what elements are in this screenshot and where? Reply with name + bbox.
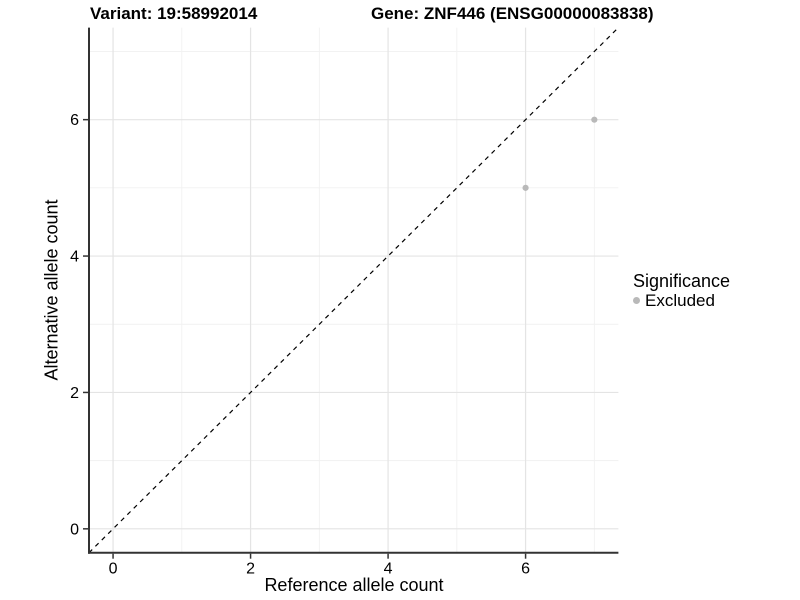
legend-label: Excluded [645,291,715,310]
legend-title: Significance [633,271,731,291]
gene-title: Gene: ZNF446 (ENSG00000083838) [371,4,654,23]
x-tick-label: 4 [384,561,393,578]
legend-point-icon [633,297,640,304]
x-tick-label: 2 [246,561,255,578]
x-tick-label: 6 [521,561,530,578]
y-axis-title-text: Alternative allele count [41,199,62,381]
y-tick-label: 2 [70,385,79,402]
y-tick-label: 0 [70,521,79,538]
legend: Significance Excluded [633,271,730,310]
y-tick-label: 4 [70,249,79,266]
variant-title: Variant: 19:58992014 [90,4,258,23]
x-tick-label: 0 [109,561,118,578]
legend-items: Excluded [633,291,730,310]
data-point [522,184,529,191]
x-axis-title: Reference allele count [264,575,444,595]
identity-reference-line [88,27,619,554]
legend-item: Excluded [633,291,730,310]
data-point [591,116,598,123]
y-tick-label: 6 [70,112,79,129]
